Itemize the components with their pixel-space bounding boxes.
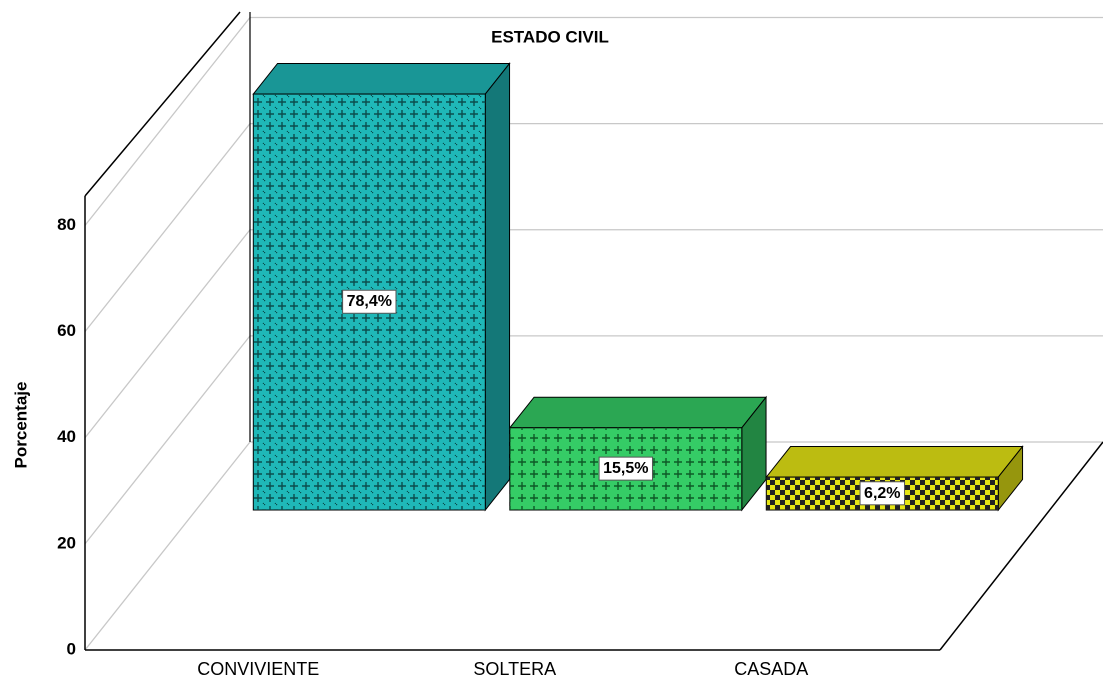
x-tick-label: SOLTERA [473,659,556,679]
y-tick-label: 0 [67,639,76,658]
floor-right-edge [939,441,1103,651]
data-label-box [342,289,397,314]
y-tick-label: 60 [57,321,76,340]
grid-line [84,16,1103,226]
y-tick-label: 40 [57,427,76,446]
x-tick-label: CONVIVIENTE [197,659,319,679]
bar-top-shade [509,397,767,428]
bar-side-shade [485,63,510,511]
x-tick-label: CASADA [734,659,808,679]
grid-line [84,122,1103,333]
data-label: 15,5% [603,460,648,477]
wall-top-edge [84,11,241,197]
bar-side-shade [998,446,1023,511]
chart-title: ESTADO CIVIL [491,27,609,46]
y-tick-label: 80 [57,215,76,234]
data-label: 6,2% [864,485,900,502]
data-label-box [598,456,653,481]
data-label-box [859,481,906,506]
y-tick-label: 20 [57,533,76,552]
grid [84,16,1103,651]
bar-side-shade [741,397,767,511]
bar-top-shade [766,446,1023,478]
y-axis-label: Porcentaje [11,382,30,469]
data-label: 78,4% [347,293,392,310]
bar-top-shade [253,63,510,95]
